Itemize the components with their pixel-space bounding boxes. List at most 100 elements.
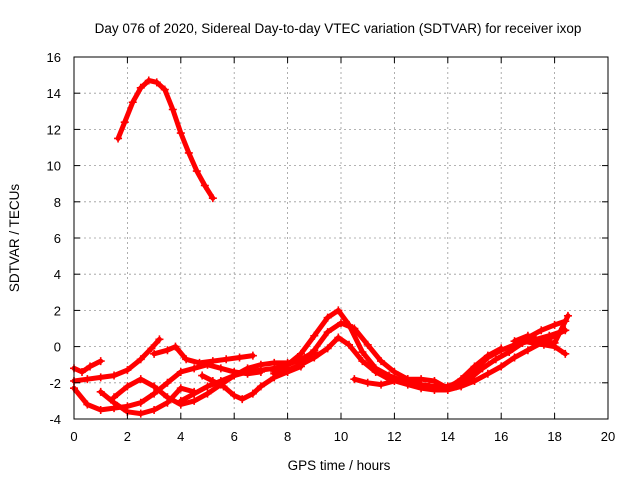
- data-point: [192, 167, 201, 176]
- data-point: [561, 349, 570, 358]
- x-tick-label: 14: [441, 429, 455, 444]
- data-point: [184, 148, 193, 157]
- data-point: [96, 373, 105, 382]
- data-point: [190, 364, 199, 373]
- x-tick-label: 4: [177, 429, 184, 444]
- data-point: [491, 355, 500, 364]
- data-point: [110, 371, 119, 380]
- data-point: [152, 78, 161, 87]
- data-point: [296, 360, 305, 369]
- data-point: [208, 376, 217, 385]
- y-tick-label: 6: [54, 231, 61, 246]
- data-point: [518, 337, 527, 346]
- y-tick-label: -4: [49, 412, 61, 427]
- data-point: [457, 375, 466, 384]
- y-tick-label: -2: [49, 376, 61, 391]
- data-point: [182, 355, 191, 364]
- data-point: [563, 311, 572, 320]
- y-tick-label: 0: [54, 340, 61, 355]
- data-point: [430, 376, 439, 385]
- y-tick-label: 16: [47, 50, 61, 65]
- data-point: [216, 364, 225, 373]
- data-point: [470, 376, 479, 385]
- data-point: [310, 331, 319, 340]
- data-point: [114, 134, 123, 143]
- data-point: [136, 398, 145, 407]
- ticks: 0 2 4 6 8 10 12 14 16 18 20 -4 -2 0 2 4 6 8 10 12 14 16: [47, 50, 616, 444]
- data-point: [390, 376, 399, 385]
- data-point: [510, 337, 519, 346]
- data-point: [123, 382, 132, 391]
- data-point: [195, 358, 204, 367]
- data-point: [96, 357, 105, 366]
- data-point: [243, 367, 252, 376]
- data-point: [203, 382, 212, 391]
- data-point: [363, 378, 372, 387]
- data-point: [483, 369, 492, 378]
- data-point: [350, 375, 359, 384]
- data-point: [235, 353, 244, 362]
- data-point: [123, 366, 132, 375]
- data-point: [136, 355, 145, 364]
- x-tick-label: 10: [334, 429, 348, 444]
- data-point: [83, 375, 92, 384]
- x-tick-label: 20: [601, 429, 615, 444]
- data-point: [203, 389, 212, 398]
- y-tick-label: 4: [54, 267, 61, 282]
- data-point: [144, 76, 153, 85]
- data-point: [190, 389, 199, 398]
- data-point: [310, 353, 319, 362]
- data-point: [155, 335, 164, 344]
- data-point: [345, 340, 354, 349]
- data-point: [230, 391, 239, 400]
- data-point: [256, 382, 265, 391]
- data-point: [296, 349, 305, 358]
- data-point: [176, 367, 185, 376]
- data-point: [163, 378, 172, 387]
- data-point: [323, 328, 332, 337]
- data-point: [377, 357, 386, 366]
- data-point: [176, 384, 185, 393]
- grid: [74, 57, 608, 419]
- data-point: [110, 393, 119, 402]
- data-point: [171, 342, 180, 351]
- data-point: [270, 369, 279, 378]
- y-tick-label: 2: [54, 303, 61, 318]
- y-tick-label: 8: [54, 195, 61, 210]
- data-point: [334, 306, 343, 315]
- data-point: [256, 366, 265, 375]
- data-point: [128, 98, 137, 107]
- x-tick-label: 0: [70, 429, 77, 444]
- data-point: [358, 357, 367, 366]
- data-point: [150, 349, 159, 358]
- y-tick-label: 10: [47, 159, 61, 174]
- x-tick-label: 6: [231, 429, 238, 444]
- data-point: [96, 387, 105, 396]
- data-point: [208, 194, 217, 203]
- data-point: [160, 85, 169, 94]
- x-tick-label: 16: [494, 429, 508, 444]
- data-point: [248, 351, 257, 360]
- data-point: [550, 342, 559, 351]
- data-point: [510, 353, 519, 362]
- data-point: [147, 344, 156, 353]
- data-point: [358, 348, 367, 357]
- y-tick-label: 12: [47, 122, 61, 137]
- x-tick-label: 18: [547, 429, 561, 444]
- data-point: [363, 340, 372, 349]
- data-point: [283, 366, 292, 375]
- x-axis-label: GPS time / hours: [288, 458, 391, 473]
- data-point: [377, 380, 386, 389]
- x-tick-label: 2: [124, 429, 131, 444]
- data-point: [457, 382, 466, 391]
- data-point: [150, 389, 159, 398]
- data-point: [219, 382, 228, 391]
- series-layer: [70, 76, 572, 418]
- data-point: [163, 393, 172, 402]
- data-series-arc-5: [98, 385, 197, 417]
- data-point: [350, 324, 359, 333]
- data-series-arc-1: [115, 78, 216, 201]
- data-series-arc-9: [199, 364, 304, 402]
- data-point: [222, 355, 231, 364]
- x-tick-label: 12: [387, 429, 401, 444]
